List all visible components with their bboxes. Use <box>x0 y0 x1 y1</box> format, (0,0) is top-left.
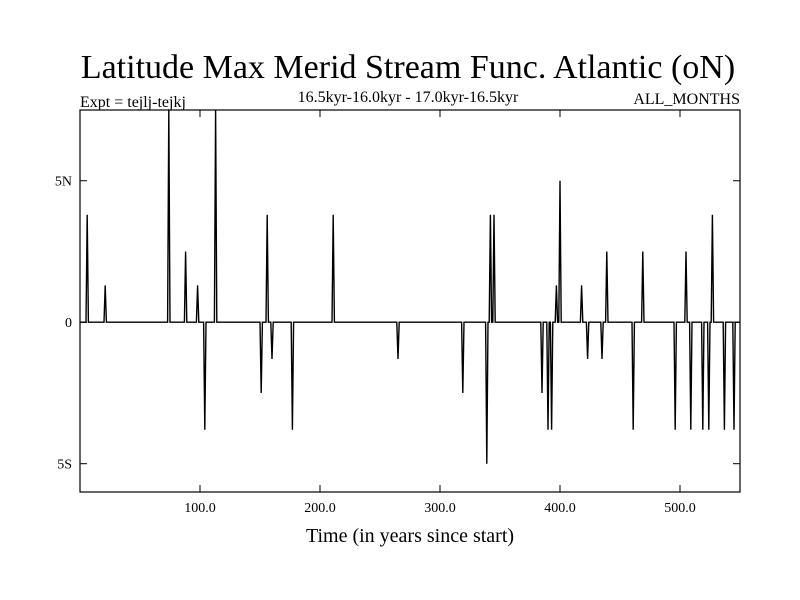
series-layer <box>80 109 740 464</box>
y-tick-label: 5N <box>55 175 72 190</box>
x-axis-label: Time (in years since start) <box>306 525 514 547</box>
y-tick-label: 5S <box>57 458 72 473</box>
axis-ticks: 100.0 200.0 300.0 400.0 500.0 5N 0 5S <box>55 110 740 516</box>
months-label: ALL_MONTHS <box>633 91 740 108</box>
chart-title: Latitude Max Merid Stream Func. Atlantic… <box>81 49 735 86</box>
experiment-label: Expt = tejlj-tejkj <box>80 94 186 111</box>
x-tick-label: 100.0 <box>184 501 216 516</box>
x-tick-label: 500.0 <box>664 501 696 516</box>
y-tick-label: 0 <box>65 316 72 331</box>
x-tick-label: 200.0 <box>304 501 336 516</box>
series-line <box>80 109 740 464</box>
x-tick-label: 300.0 <box>424 501 456 516</box>
period-label: 16.5kyr-16.0kyr - 17.0kyr-16.5kyr <box>298 89 519 106</box>
plot-frame <box>79 109 741 493</box>
x-tick-label: 400.0 <box>544 501 576 516</box>
